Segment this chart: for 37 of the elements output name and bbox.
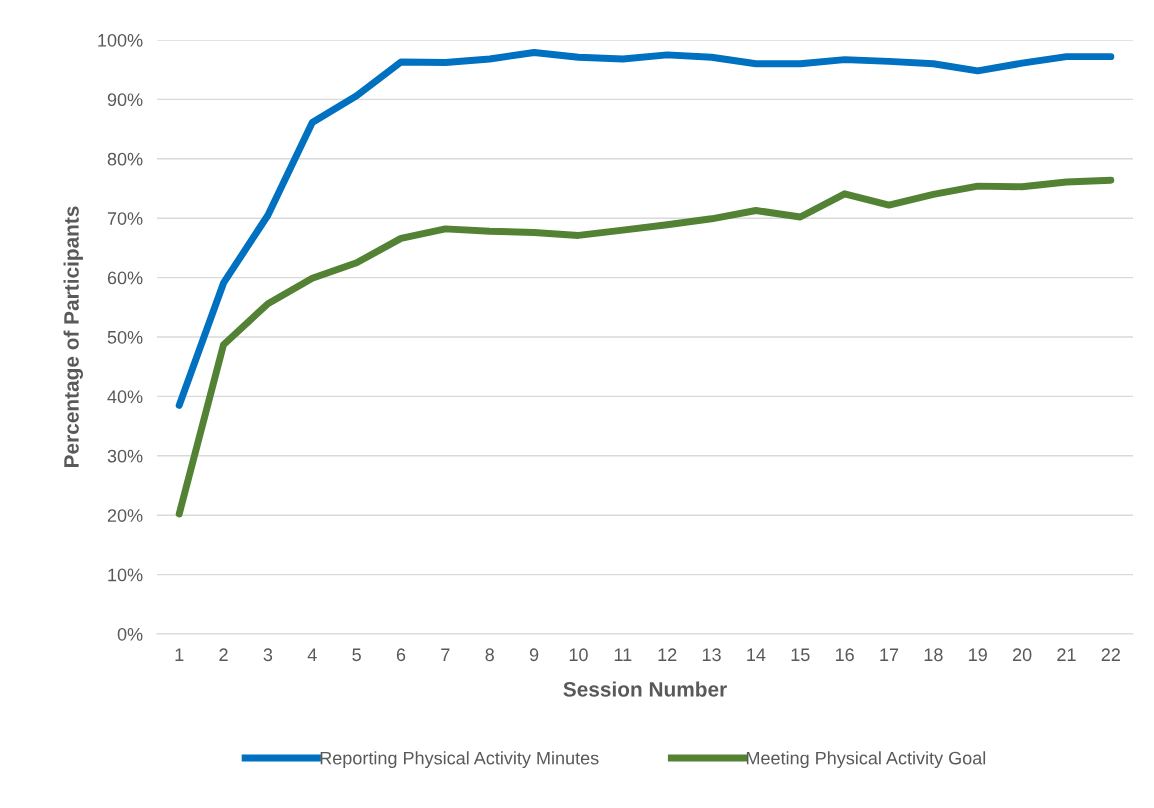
x-tick-label: 19 (969, 648, 987, 662)
y-axis-title: Percentage of Participants (63, 206, 84, 468)
x-tick-label: 7 (441, 648, 450, 661)
y-tick-label: 70% (107, 212, 143, 225)
y-tick-label: 90% (107, 93, 143, 107)
y-tick-label: 0% (117, 627, 143, 641)
x-tick-label: 5 (352, 648, 361, 662)
x-tick-label: 2 (219, 648, 228, 661)
x-tick-label: 21 (1057, 648, 1076, 661)
x-tick-label: 17 (880, 648, 899, 661)
y-tick-label: 60% (107, 271, 143, 285)
x-tick-label: 8 (485, 648, 494, 662)
y-tick-label: 100% (98, 33, 143, 47)
y-tick-label: 10% (108, 568, 143, 582)
x-tick-label: 18 (924, 648, 943, 662)
x-tick-label: 6 (396, 648, 406, 662)
y-tick-label: 40% (107, 390, 143, 404)
y-tick-label: 30% (107, 449, 143, 463)
x-tick-label: 20 (1012, 648, 1032, 662)
x-tick-label: 1 (175, 648, 184, 661)
x-tick-label: 16 (835, 648, 854, 662)
x-tick-label: 22 (1101, 648, 1120, 661)
x-axis-title: Session Number (563, 681, 727, 697)
x-tick-label: 4 (307, 648, 317, 661)
x-tick-label: 13 (702, 648, 721, 662)
legend-label: Meeting Physical Activity Goal (746, 751, 986, 769)
x-tick-label: 10 (569, 648, 588, 662)
x-tick-label: 11 (614, 648, 632, 661)
legend-label: Reporting Physical Activity Minutes (320, 751, 599, 769)
x-tick-label: 9 (529, 648, 539, 662)
x-tick-label: 3 (263, 648, 273, 662)
y-tick-label: 80% (107, 152, 143, 166)
x-tick-label: 15 (791, 648, 810, 662)
y-tick-label: 50% (107, 330, 143, 344)
x-tick-label: 14 (747, 648, 766, 661)
y-tick-label: 20% (107, 509, 143, 522)
x-tick-label: 12 (658, 648, 677, 661)
